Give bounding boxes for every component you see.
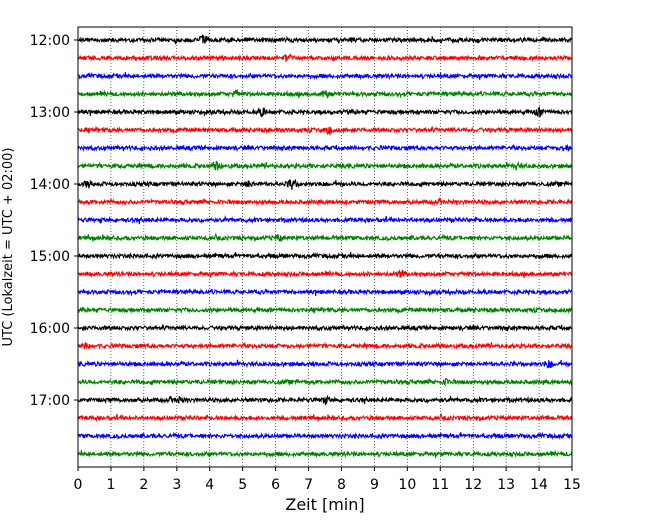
y-tick-label: 13:00 [30,105,70,121]
x-tick-label: 15 [563,477,581,493]
y-axis-label: UTC (Lokalzeit = UTC + 02:00) [1,148,16,347]
trace-1500 [77,251,573,261]
trace-1430 [77,214,573,225]
y-tick-label: 14:00 [30,177,70,193]
x-tick-label: 7 [304,477,313,493]
x-tick-label: 0 [74,477,83,493]
y-tick-label: 16:00 [30,321,70,337]
trace-1330 [77,143,573,153]
trace-1730 [77,431,573,441]
x-tick-label: 13 [497,477,515,493]
trace-1630 [77,359,573,369]
trace-1715 [77,412,573,423]
x-axis: 0 1 2 3 4 5 6 7 8 9 10 11 12 13 14 15 [74,467,581,493]
x-tick-label: 11 [431,477,449,493]
grid-lines [110,27,540,467]
x-tick-label: 1 [106,477,115,493]
trace-1345 [77,160,573,171]
x-axis-label: Zeit [min] [285,495,364,514]
trace-1215 [77,53,573,63]
trace-1415 [77,197,573,207]
x-tick-label: 3 [172,477,181,493]
y-tick-label: 17:00 [30,393,70,409]
x-tick-label: 8 [337,477,346,493]
x-tick-label: 5 [238,477,247,493]
trace-1700 [77,394,573,405]
trace-1300 [77,106,573,118]
y-tick-label: 12:00 [30,33,70,49]
trace-group [77,33,573,459]
x-tick-label: 4 [205,477,214,493]
trace-1200 [77,33,573,45]
y-axis: 12:00 13:00 14:00 15:00 16:00 17:00 [30,33,78,409]
trace-1245 [77,89,573,100]
trace-1545 [77,305,573,315]
x-tick-label: 9 [370,477,379,493]
trace-1530 [77,287,573,298]
x-tick-label: 12 [464,477,482,493]
trace-1600 [77,323,573,333]
trace-1400 [77,178,573,190]
x-tick-label: 14 [530,477,548,493]
trace-1445 [77,232,573,243]
y-tick-label: 15:00 [30,249,70,265]
plot-frame [77,26,573,468]
trace-1515 [77,269,573,279]
trace-1615 [77,341,573,351]
trace-1230 [77,71,573,81]
x-tick-label: 2 [139,477,148,493]
trace-1645 [77,377,573,387]
x-tick-label: 6 [271,477,280,493]
x-tick-label: 10 [398,477,416,493]
trace-1315 [77,125,573,136]
trace-1745 [77,449,573,459]
